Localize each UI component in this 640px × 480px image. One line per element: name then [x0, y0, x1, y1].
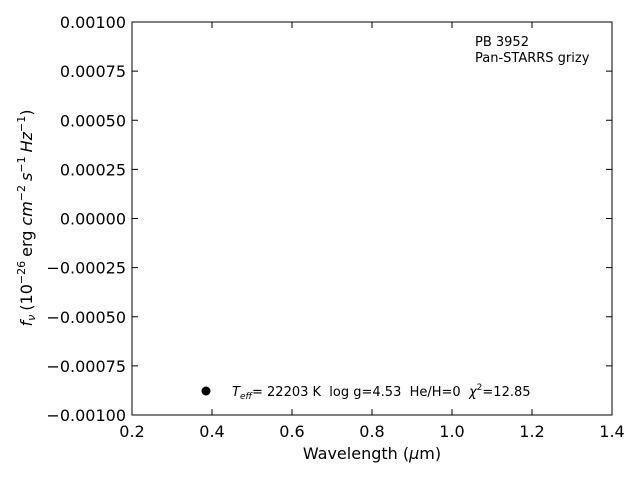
- y-axis-hz: Hz: [17, 131, 36, 152]
- y-axis-s: s: [17, 173, 36, 181]
- y-axis-exp2: −2: [15, 185, 28, 201]
- object-name-annotation: PB 3952: [475, 35, 529, 50]
- y-axis-exp3: −1: [15, 156, 28, 172]
- legend-chi-superscript: 2: [477, 383, 483, 393]
- legend-params-text: = 22203 K log g=4.53 He/H=0: [252, 385, 469, 400]
- y-axis-erg: erg: [17, 231, 36, 257]
- y-axis-f: f: [17, 319, 36, 327]
- y-tick-label: 0.00025: [60, 160, 126, 179]
- y-axis-close: ): [17, 110, 36, 116]
- x-tick-label: 1.4: [599, 422, 624, 441]
- y-axis-exp4: −1: [15, 116, 28, 132]
- x-tick-label: 0.8: [359, 422, 384, 441]
- y-axis-cm: cm: [17, 201, 36, 225]
- legend-marker: [201, 386, 211, 396]
- y-tick-labels: −0.00100 −0.00075 −0.00050 −0.00025 0.00000 0…: [46, 13, 126, 425]
- y-axis-nu: ν: [25, 315, 38, 321]
- legend-teff-symbol: T: [232, 385, 241, 400]
- y-tick-label: −0.00050: [46, 308, 126, 327]
- x-tick-label: 1.2: [519, 422, 544, 441]
- x-axis-label-text: Wavelength: [303, 444, 398, 463]
- y-axis-open: (10: [17, 284, 36, 311]
- x-tick-label: 0.2: [119, 422, 144, 441]
- x-tick-label: 1.0: [439, 422, 464, 441]
- y-tick-label: 0.00100: [60, 13, 126, 32]
- legend-teff-subscript: eff: [240, 392, 254, 402]
- plot-frame: [131, 21, 613, 416]
- y-tick-label: 0.00050: [60, 111, 126, 130]
- survey-annotation: Pan-STARRS grizy: [475, 51, 590, 66]
- y-tick-label: −0.00075: [46, 357, 126, 376]
- x-tick-labels: 0.2 0.4 0.6 0.8 1.0 1.2 1.4: [119, 422, 624, 441]
- y-tick-label: 0.00000: [60, 210, 126, 229]
- x-axis-unit-mu: μ: [408, 444, 419, 463]
- y-tick-label: −0.00100: [46, 406, 126, 425]
- legend-label: Teff= 22203 K log g=4.53 He/H=0 χ2=12.85: [232, 383, 531, 402]
- legend-chi-value: =12.85: [482, 385, 530, 400]
- y-axis-exp1: −26: [15, 261, 28, 284]
- x-tick-label: 0.6: [279, 422, 304, 441]
- legend-chi-symbol: χ: [468, 385, 478, 400]
- x-axis-label: Wavelength (μm): [303, 444, 441, 463]
- y-tick-label: −0.00025: [46, 259, 126, 278]
- y-tick-label: 0.00075: [60, 62, 126, 81]
- y-axis-label: fν(10−26ergcm−2s−1Hz−1): [15, 110, 38, 327]
- x-tick-label: 0.4: [199, 422, 224, 441]
- x-axis-unit-rest: m: [419, 444, 435, 463]
